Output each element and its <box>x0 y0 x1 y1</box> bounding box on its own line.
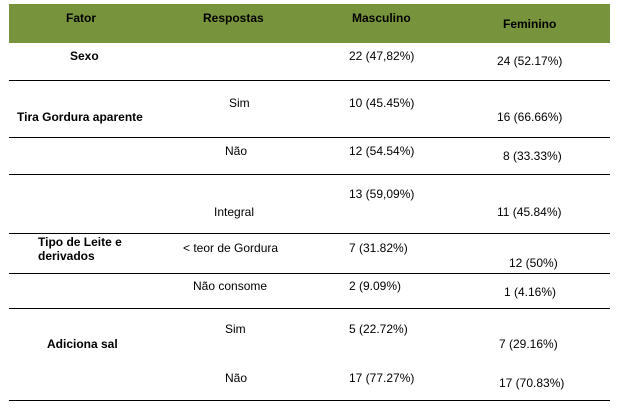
cell-masculino: 5 (22.72%) <box>349 322 408 336</box>
row-divider <box>9 273 610 274</box>
header-feminino: Feminino <box>503 17 557 31</box>
header-respostas: Respostas <box>203 11 264 25</box>
cell-resposta: Não consome <box>193 279 268 293</box>
row-divider <box>9 308 610 309</box>
fator-tipo-leite-line1: Tipo de Leite e <box>38 235 122 249</box>
cell-masculino: 22 (47,82%) <box>349 49 415 63</box>
header-masculino: Masculino <box>352 11 411 25</box>
table-bottom-border <box>9 400 610 401</box>
cell-resposta: Sim <box>225 322 246 336</box>
cell-resposta: Não <box>225 371 248 385</box>
row-divider <box>9 80 610 81</box>
fator-tira-gordura: Tira Gordura aparente <box>17 110 143 124</box>
cell-feminino: 24 (52.17%) <box>497 54 563 68</box>
cell-feminino: 17 (70.83%) <box>499 376 565 390</box>
cell-masculino: 2 (9.09%) <box>349 279 402 293</box>
row-divider <box>9 174 610 175</box>
cell-feminino: 12 (50%) <box>509 256 558 270</box>
cell-feminino: 11 (45.84%) <box>497 205 562 219</box>
cell-masculino: 10 (45.45%) <box>349 96 415 110</box>
cell-masculino: 12 (54.54%) <box>349 144 415 158</box>
cell-resposta: Integral <box>214 205 255 219</box>
row-divider <box>9 233 610 234</box>
cell-masculino: 17 (77.27%) <box>349 371 415 385</box>
cell-resposta: Sim <box>229 96 250 110</box>
data-table: Fator Respostas Masculino Feminino Sexo … <box>9 4 610 404</box>
cell-feminino: 7 (29.16%) <box>499 337 558 351</box>
fator-adiciona-sal: Adiciona sal <box>47 337 118 351</box>
cell-feminino: 8 (33.33%) <box>503 149 562 163</box>
cell-feminino: 1 (4.16%) <box>504 285 557 299</box>
cell-masculino: 13 (59,09%) <box>349 187 415 201</box>
table-header: Fator Respostas Masculino Feminino <box>9 4 610 43</box>
fator-tipo-leite-line2: derivados <box>38 249 95 263</box>
cell-resposta: Não <box>225 144 248 158</box>
row-divider <box>9 137 610 138</box>
cell-feminino: 16 (66.66%) <box>497 110 563 124</box>
cell-resposta: < teor de Gordura <box>183 241 279 255</box>
cell-masculino: 7 (31.82%) <box>349 241 408 255</box>
header-fator: Fator <box>66 11 96 25</box>
fator-sexo: Sexo <box>70 49 99 63</box>
